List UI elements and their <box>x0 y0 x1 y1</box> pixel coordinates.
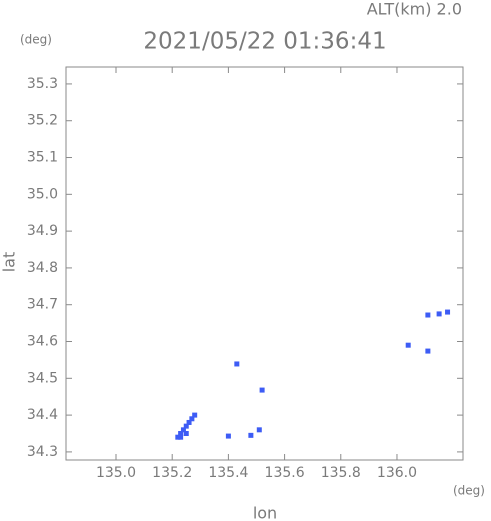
echo-point <box>189 416 195 422</box>
echo-point <box>425 348 431 354</box>
y-tick-label: 35.0 <box>27 186 58 202</box>
echo-point <box>259 387 265 393</box>
echo-point <box>445 309 451 315</box>
echo-point <box>178 431 184 437</box>
y-tick-label: 35.1 <box>27 150 58 166</box>
x-tick-label: 135.0 <box>96 465 136 481</box>
echo-point <box>436 311 442 317</box>
y-axis-label: lat <box>0 252 19 273</box>
echo-point <box>186 419 192 425</box>
y-tick-label: 34.6 <box>27 334 58 350</box>
echo-point <box>405 342 411 348</box>
echo-point <box>175 434 181 440</box>
y-tick-label: 34.7 <box>27 297 58 313</box>
y-tick-label: 35.2 <box>27 113 58 129</box>
y-unit: (deg) <box>20 33 52 47</box>
y-tick-label: 34.9 <box>27 223 58 239</box>
echo-point <box>256 427 262 433</box>
x-tick-label: 135.2 <box>152 465 192 481</box>
x-axis-label: lon <box>253 504 277 521</box>
y-tick-label: 34.5 <box>27 370 58 386</box>
x-tick-label: 135.6 <box>265 465 305 481</box>
echo-point <box>183 431 189 437</box>
altitude-label: ALT(km) 2.0 <box>367 0 462 19</box>
echo-point <box>248 432 254 438</box>
chart-title: 2021/05/22 01:36:41 <box>143 29 386 55</box>
x-tick-label: 136.0 <box>377 465 417 481</box>
echo-point <box>178 434 184 440</box>
echo-point <box>234 361 240 367</box>
x-tick-label: 135.4 <box>208 465 248 481</box>
echo-point <box>183 423 189 429</box>
echo-point <box>225 433 231 439</box>
x-tick-label: 135.8 <box>321 465 361 481</box>
plot-frame <box>65 66 464 461</box>
echo-point <box>192 412 198 418</box>
y-tick-label: 35.3 <box>27 76 58 92</box>
echo-point <box>425 312 431 318</box>
x-unit: (deg) <box>453 484 485 498</box>
y-tick-label: 34.4 <box>27 407 58 423</box>
y-tick-label: 34.8 <box>27 260 58 276</box>
y-tick-label: 34.3 <box>27 444 58 460</box>
echo-point <box>180 427 186 433</box>
